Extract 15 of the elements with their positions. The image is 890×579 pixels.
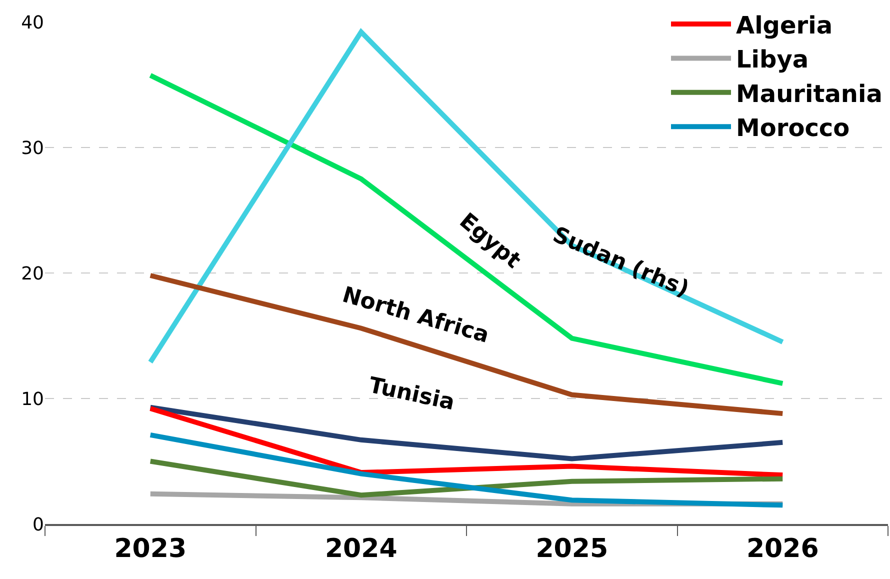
legend-label: Libya (736, 46, 809, 74)
y-tick-label: 30 (21, 138, 44, 159)
y-tick-label: 0 (32, 514, 44, 536)
legend-label: Morocco (736, 114, 850, 142)
x-tick-label: 2024 (324, 534, 398, 564)
y-tick-label: 40 (21, 12, 44, 34)
annotation: North Africa (340, 282, 492, 348)
legend-label: Algeria (736, 11, 833, 40)
y-tick-label: 10 (21, 388, 44, 410)
y-tick-label: 20 (21, 263, 44, 284)
legend-label: Mauritania (736, 80, 882, 108)
annotation: Tunisia (366, 373, 457, 416)
x-tick-label: 2023 (114, 534, 187, 564)
x-tick-label: 2025 (536, 534, 608, 564)
x-tick-label: 2026 (746, 534, 819, 564)
